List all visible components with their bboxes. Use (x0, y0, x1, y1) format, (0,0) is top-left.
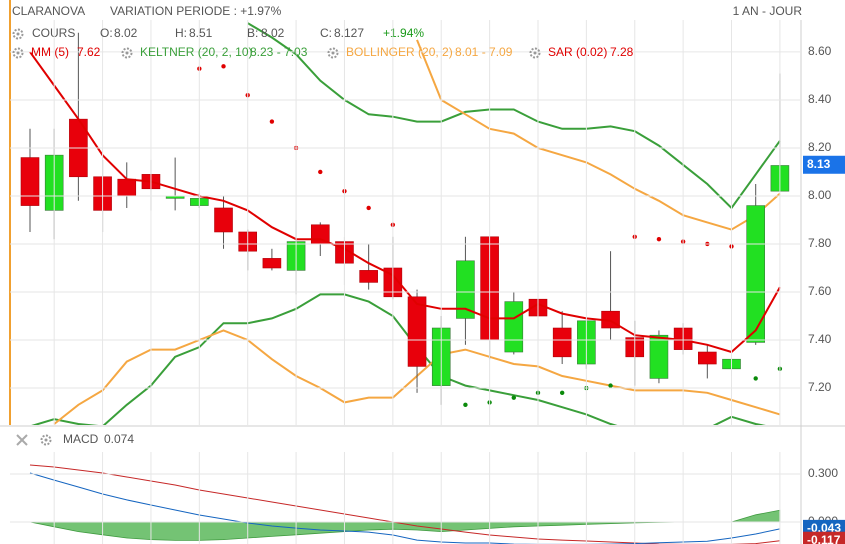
sar-dot (656, 236, 662, 242)
candle-body (746, 205, 766, 343)
legend-name: MM (5) (31, 45, 69, 59)
price-marker-label: -0.043 (807, 521, 841, 535)
candle-body (504, 301, 524, 353)
quote-field: H: (175, 26, 187, 40)
quote-field: B: (247, 26, 258, 40)
settings-icon[interactable] (121, 47, 133, 59)
candle-body (649, 334, 669, 379)
quote-value: 8.02 (114, 26, 138, 40)
quote-field: O: (100, 26, 113, 40)
moving-average (29, 51, 781, 354)
sar-dot (318, 169, 323, 175)
legend-value: 7.62 (77, 45, 101, 59)
settings-icon-hub (331, 51, 335, 55)
settings-icon[interactable] (12, 47, 24, 59)
y-tick-label: 8.40 (808, 92, 832, 106)
quote-change: +1.94% (383, 26, 424, 40)
sar-dot (366, 205, 371, 211)
price-marker-label: 8.13 (807, 157, 831, 171)
settings-icon-hub (16, 51, 20, 55)
candle-body (262, 258, 282, 269)
price-marker-label: -0.117 (807, 533, 841, 544)
sar-dot (608, 383, 613, 388)
quote-value: 8.51 (189, 26, 213, 40)
settings-icon[interactable] (40, 434, 52, 446)
macd-value: 0.074 (104, 432, 134, 446)
y-tick-label: 7.40 (808, 332, 832, 346)
candle-body (552, 327, 572, 358)
legend-value: 8.01 - 7.09 (455, 45, 513, 59)
settings-icon-hub (533, 51, 537, 55)
band-line (416, 39, 781, 231)
sar-dot (559, 390, 565, 396)
legend-name: KELTNER (20, 2, 10) (140, 45, 253, 59)
y-tick-label: 7.20 (808, 380, 832, 394)
settings-icon[interactable] (327, 47, 339, 59)
candle-body (214, 207, 233, 233)
settings-icon-hub (44, 438, 48, 442)
settings-icon[interactable] (529, 47, 541, 59)
sar-dot (269, 119, 275, 124)
instrument-title: CLARANOVA (12, 4, 85, 18)
settings-icon[interactable] (12, 28, 24, 40)
y-tick-label: 0.300 (808, 466, 838, 480)
y-tick-label: 8.20 (808, 140, 832, 154)
sar-dot (753, 376, 758, 381)
legend-value: 8.23 - 7.03 (250, 45, 308, 59)
macd-line (29, 472, 781, 544)
legend-value: 7.28 (610, 45, 634, 59)
y-tick-label: 8.00 (808, 188, 832, 202)
price-marker (803, 155, 845, 174)
candle-body (407, 296, 427, 367)
candle-body (456, 260, 475, 319)
settings-icon-hub (125, 51, 129, 55)
period-variation: VARIATION PERIODE : +1.97% (110, 4, 282, 18)
band-line (247, 22, 781, 210)
price-marker (803, 531, 845, 544)
sar-dot (221, 64, 226, 69)
quote-label: COURS (32, 26, 75, 40)
legend-name: SAR (0.02) (548, 45, 607, 59)
macd-label: MACD (63, 432, 99, 446)
y-tick-label: 8.60 (808, 44, 832, 58)
candle-body (698, 351, 717, 365)
legend-name: BOLLINGER (20, 2) (346, 45, 453, 59)
sar-dot (463, 402, 468, 408)
band-line (31, 293, 766, 425)
close-icon[interactable] (16, 434, 28, 446)
candle-body (20, 157, 40, 206)
quote-value: 8.02 (261, 26, 285, 40)
candle-body (359, 270, 378, 283)
candle-body (117, 178, 137, 197)
y-tick-label: 7.60 (808, 284, 832, 298)
period-selector[interactable]: 1 AN - JOUR (733, 4, 803, 18)
quote-field: C: (320, 26, 332, 40)
quote-value: 8.127 (334, 26, 364, 40)
sar-dot (511, 395, 516, 400)
settings-icon-hub (16, 32, 20, 36)
y-tick-label: 7.80 (808, 236, 832, 250)
